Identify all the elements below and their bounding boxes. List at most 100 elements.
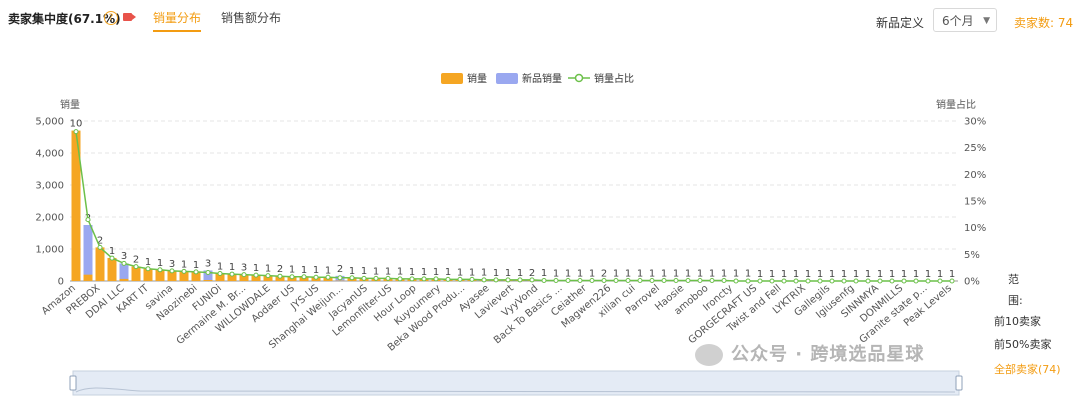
tab-revenue-distribution[interactable]: 销售额分布 xyxy=(221,11,282,25)
bar-count-label: 1 xyxy=(805,269,811,280)
share-point xyxy=(697,277,703,283)
bar-sales xyxy=(95,247,105,281)
share-point xyxy=(373,275,379,281)
bar-count-label: 1 xyxy=(181,259,187,270)
share-point xyxy=(241,272,247,278)
help-icon[interactable]: ? xyxy=(104,11,118,25)
legend-sales-label: 销量 xyxy=(467,72,487,85)
bar-count-label: 1 xyxy=(853,269,859,280)
wechat-icon xyxy=(695,344,723,366)
zoom-handle-right[interactable] xyxy=(955,375,963,391)
bar-count-label: 1 xyxy=(733,269,739,280)
share-point xyxy=(133,264,139,270)
share-point xyxy=(577,277,583,283)
share-point xyxy=(517,277,523,283)
share-point xyxy=(289,274,295,280)
bar-count-label: 1 xyxy=(757,269,763,280)
chevron-down-icon: ▼ xyxy=(983,16,990,26)
share-point xyxy=(889,278,895,284)
bar-count-label: 1 xyxy=(289,265,295,276)
bar-count-label: 1 xyxy=(781,269,787,280)
bar-count-label: 1 xyxy=(157,258,163,269)
bar-count-label: 1 xyxy=(709,269,715,280)
share-point xyxy=(469,276,475,282)
bar-count-label: 2 xyxy=(97,235,103,246)
share-point xyxy=(505,277,511,283)
range-top50pct[interactable]: 前50%卖家 xyxy=(994,338,1052,351)
bar-sales xyxy=(215,273,225,281)
period-select[interactable]: 6个月 ▼ xyxy=(933,8,997,32)
bar-count-label: 1 xyxy=(265,264,271,275)
share-point xyxy=(865,278,871,284)
bar-count-label: 1 xyxy=(649,269,655,280)
share-point xyxy=(145,266,151,272)
y2-tick-label: 25% xyxy=(964,143,986,154)
bar-sales xyxy=(143,268,153,281)
share-point xyxy=(685,277,691,283)
share-point xyxy=(169,268,175,274)
bar-count-label: 1 xyxy=(901,269,907,280)
bar-count-label: 1 xyxy=(949,269,955,280)
share-point xyxy=(121,260,127,266)
bar-count-label: 1 xyxy=(469,268,475,279)
share-point xyxy=(913,278,919,284)
y2-tick-label: 10% xyxy=(964,223,986,234)
bar-sales xyxy=(83,274,93,281)
share-point xyxy=(757,278,763,284)
bar-count-label: 1 xyxy=(481,268,487,279)
share-point xyxy=(325,274,331,280)
y2-tick-label: 15% xyxy=(964,197,986,208)
bar-count-label: 1 xyxy=(385,266,391,277)
bar-sales xyxy=(155,269,165,281)
share-point xyxy=(949,278,955,284)
bar-count-label: 3 xyxy=(241,263,247,274)
range-label-1: 范 xyxy=(1008,273,1019,286)
share-point xyxy=(541,277,547,283)
share-point xyxy=(481,277,487,283)
share-point xyxy=(529,277,535,283)
share-point xyxy=(109,255,115,261)
period-select-value: 6个月 xyxy=(942,14,974,28)
bar-count-label: 10 xyxy=(70,119,83,130)
share-point xyxy=(565,277,571,283)
share-point xyxy=(709,277,715,283)
bar-count-label: 1 xyxy=(577,268,583,279)
share-point xyxy=(613,277,619,283)
bar-sales xyxy=(167,270,177,281)
bar-count-label: 1 xyxy=(841,269,847,280)
y-tick-label: 1,000 xyxy=(35,245,64,256)
share-point xyxy=(265,273,271,279)
zoom-handle-left[interactable] xyxy=(69,375,77,391)
bar-count-label: 1 xyxy=(421,267,427,278)
bar-count-label: 1 xyxy=(541,268,547,279)
share-point xyxy=(277,273,283,279)
range-top10[interactable]: 前10卖家 xyxy=(994,315,1041,328)
share-point xyxy=(301,274,307,280)
bar-count-label: 1 xyxy=(769,269,775,280)
share-point xyxy=(877,278,883,284)
legend-sales-swatch xyxy=(441,73,463,84)
share-point xyxy=(217,271,223,277)
bar-new-sales xyxy=(119,263,129,281)
bar-count-label: 1 xyxy=(745,269,751,280)
bar-sales xyxy=(239,274,249,281)
bar-count-label: 1 xyxy=(229,262,235,273)
share-point xyxy=(853,278,859,284)
y-tick-label: 3,000 xyxy=(35,181,64,192)
video-icon[interactable] xyxy=(123,13,132,21)
range-all[interactable]: 全部卖家(74) xyxy=(994,363,1061,376)
tab-sales-distribution[interactable]: 销量分布 xyxy=(153,9,202,32)
share-point xyxy=(661,277,667,283)
bar-count-label: 2 xyxy=(529,268,535,279)
share-point xyxy=(337,275,343,281)
legend-share-label: 销量占比 xyxy=(594,72,634,85)
bar-count-label: 2 xyxy=(601,268,607,279)
zoom-slider-preview xyxy=(75,387,956,393)
new-product-label: 新品定义 xyxy=(876,16,925,30)
share-point xyxy=(589,277,595,283)
bar-count-label: 1 xyxy=(925,269,931,280)
share-point xyxy=(769,278,775,284)
bar-count-label: 1 xyxy=(661,269,667,280)
bar-count-label: 1 xyxy=(589,268,595,279)
